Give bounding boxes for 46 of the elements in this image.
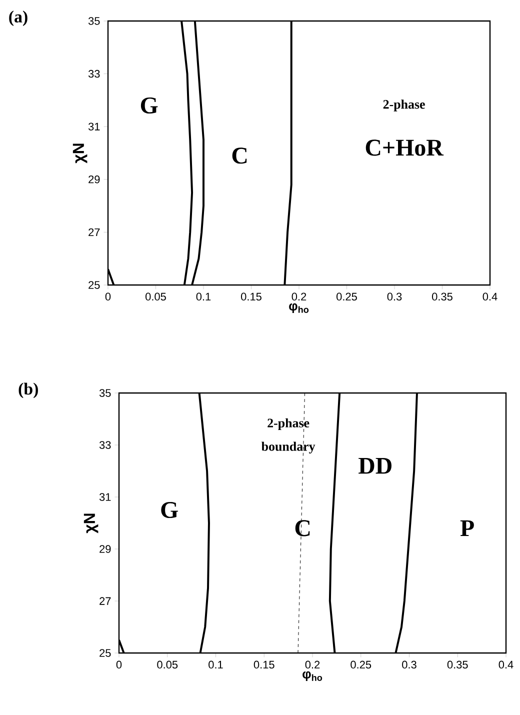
x-tick-label: 0 [105, 292, 111, 301]
y-tick-label: 35 [99, 389, 111, 397]
y-tick-label: 29 [100, 545, 111, 553]
annotation: 2-phase [268, 418, 310, 430]
x-tick-label: 0.1 [196, 292, 211, 301]
y-tick-label: 29 [88, 176, 100, 184]
x-tick-label: 0.05 [146, 292, 166, 301]
x-tick-label: 0.15 [254, 660, 274, 669]
y-tick-label: 25 [100, 649, 111, 657]
x-tick-label: 0 [116, 660, 122, 669]
x-tick-label: 0.4 [498, 660, 514, 669]
y-axis-title: χN [72, 144, 88, 164]
y-tick-label: 27 [88, 228, 100, 236]
annotation: G [140, 97, 158, 114]
x-tick-label: 0.35 [432, 292, 452, 301]
x-tick-label: 0.2 [305, 660, 320, 669]
annotation: C [295, 520, 310, 536]
annotation: DD [358, 458, 392, 474]
x-tick-label: 0.3 [402, 660, 416, 669]
x-tick-label: 0.25 [336, 292, 357, 301]
annotation: P [460, 520, 474, 536]
y-tick-label: 33 [99, 441, 111, 449]
annotation: C [232, 148, 247, 164]
y-tick-label: 27 [100, 597, 111, 605]
x-tick-label: 0.2 [292, 292, 306, 301]
x-tick-label: 0.35 [447, 660, 468, 669]
annotation: C+HoR [366, 140, 444, 156]
chart-title: (b) [18, 382, 38, 398]
y-tick-label: 33 [88, 70, 100, 78]
x-axis-title: φ$_{ho}$ [289, 303, 309, 314]
y-tick-label: 31 [88, 122, 100, 130]
x-tick-label: 0.3 [387, 292, 402, 301]
y-tick-label: 31 [99, 493, 111, 501]
x-tick-label: 0.25 [350, 660, 372, 669]
chart-title: (a) [9, 10, 28, 26]
annotation: G [161, 502, 178, 518]
x-tick-label: 0.4 [482, 292, 498, 301]
x-tick-label: 0.05 [157, 660, 178, 669]
x-tick-label: 0.15 [241, 292, 262, 301]
y-tick-label: 35 [88, 17, 100, 25]
x-axis-title: φ$_{ho}$ [302, 671, 322, 682]
y-axis-title: χN [84, 514, 98, 534]
y-tick-label: 25 [88, 281, 100, 289]
annotation: boundary [261, 442, 316, 454]
x-tick-label: 0.1 [208, 660, 223, 669]
annotation: 2-phase [383, 100, 425, 112]
